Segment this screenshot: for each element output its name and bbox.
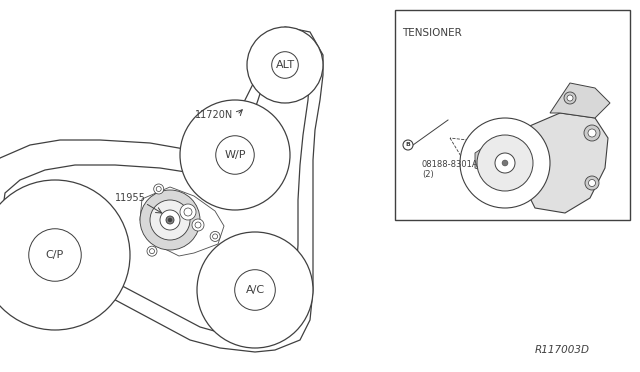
Circle shape [589, 180, 595, 186]
Polygon shape [3, 42, 310, 338]
Polygon shape [475, 143, 495, 173]
Text: R117003D: R117003D [535, 345, 590, 355]
Circle shape [502, 160, 508, 166]
Text: 11955: 11955 [115, 193, 146, 203]
Circle shape [247, 27, 323, 103]
Polygon shape [140, 187, 224, 256]
Polygon shape [550, 83, 610, 118]
Circle shape [584, 125, 600, 141]
Polygon shape [0, 27, 323, 352]
Circle shape [192, 219, 204, 231]
Circle shape [460, 118, 550, 208]
Text: TENSIONER: TENSIONER [402, 28, 461, 38]
Circle shape [477, 135, 533, 191]
Text: 11720N: 11720N [195, 110, 233, 120]
Text: W/P: W/P [224, 150, 246, 160]
Circle shape [150, 248, 154, 254]
Circle shape [197, 232, 313, 348]
Circle shape [180, 100, 290, 210]
Bar [395, 10, 630, 220]
Text: A/C: A/C [245, 285, 264, 295]
Circle shape [166, 216, 174, 224]
Circle shape [272, 52, 298, 78]
Circle shape [588, 129, 596, 137]
Text: B: B [406, 142, 410, 148]
Circle shape [154, 184, 164, 194]
Circle shape [160, 210, 180, 230]
Circle shape [184, 208, 192, 216]
Circle shape [212, 234, 218, 239]
Text: 08188-8301A
(2): 08188-8301A (2) [422, 160, 479, 179]
Circle shape [140, 190, 200, 250]
Text: ALT: ALT [275, 60, 294, 70]
Text: C/P: C/P [46, 250, 64, 260]
Circle shape [147, 246, 157, 256]
Circle shape [150, 200, 190, 240]
Circle shape [168, 218, 172, 222]
Circle shape [567, 95, 573, 101]
Circle shape [156, 186, 161, 192]
Circle shape [210, 231, 220, 241]
Circle shape [180, 204, 196, 220]
Circle shape [216, 136, 254, 174]
Circle shape [495, 153, 515, 173]
Polygon shape [525, 113, 608, 213]
Polygon shape [0, 27, 323, 352]
Circle shape [29, 229, 81, 281]
Circle shape [403, 140, 413, 150]
Circle shape [195, 222, 201, 228]
Circle shape [564, 92, 576, 104]
Circle shape [0, 180, 130, 330]
Circle shape [235, 270, 275, 310]
Circle shape [585, 176, 599, 190]
